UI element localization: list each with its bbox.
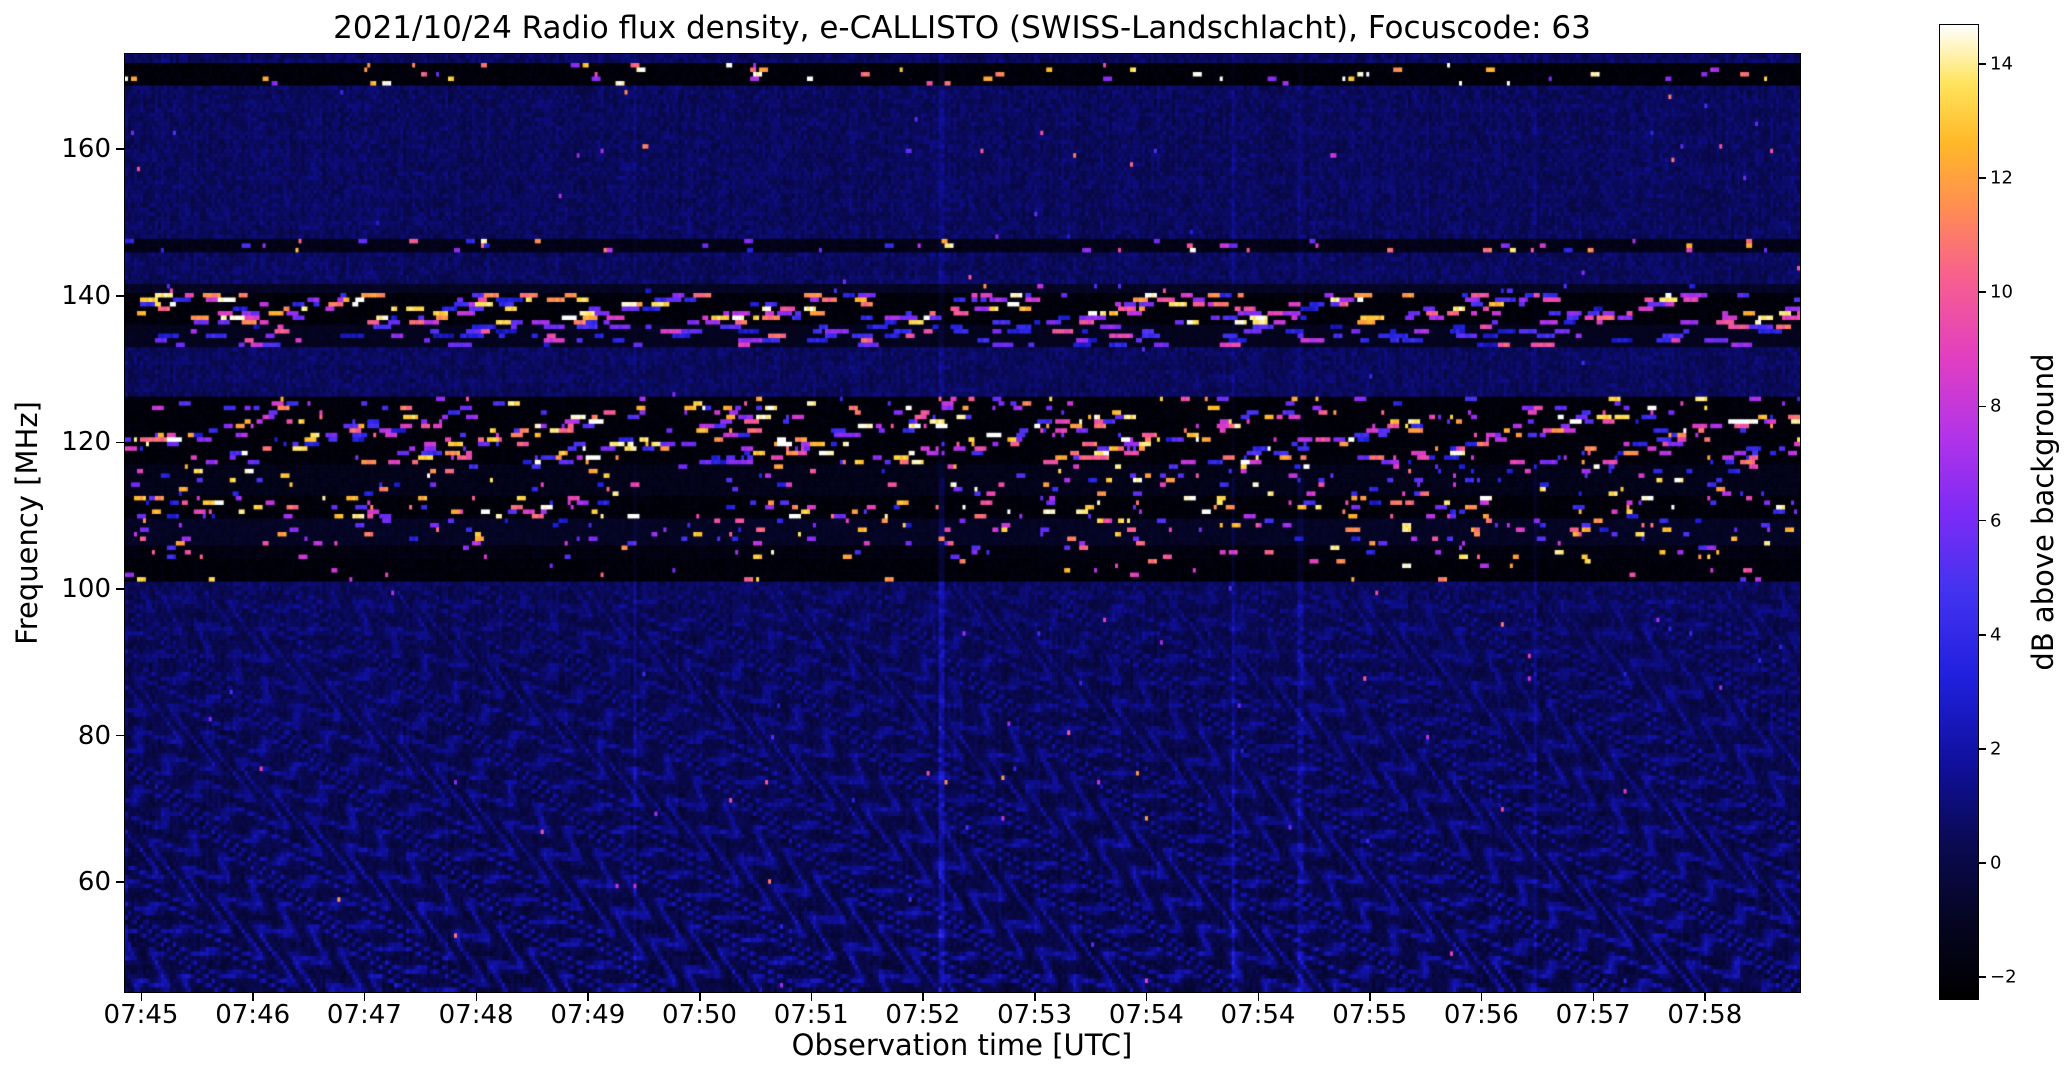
x-tick-label: 07:52	[885, 1000, 961, 1030]
colorbar-tick-mark	[1979, 519, 1986, 522]
x-tick-mark	[1704, 992, 1706, 1001]
colorbar-tick-mark	[1979, 405, 1986, 408]
y-tick-label: 80	[77, 720, 111, 751]
colorbar-tick-label: 0	[1990, 852, 2002, 874]
colorbar-tick-label: 2	[1990, 738, 2002, 760]
colorbar-tick-label: 6	[1990, 510, 2002, 532]
x-axis-label: Observation time [UTC]	[791, 1028, 1133, 1062]
spectrogram-canvas	[125, 54, 1800, 992]
y-tick-label: 140	[61, 280, 111, 311]
x-tick-mark	[1257, 992, 1260, 1001]
x-tick-mark	[587, 992, 589, 1001]
x-tick-label: 07:51	[773, 1000, 849, 1030]
colorbar-tick-mark	[1979, 177, 1986, 179]
x-tick-mark	[1034, 992, 1036, 1001]
colorbar-gradient	[1940, 25, 1978, 999]
x-tick-mark	[475, 992, 478, 1001]
colorbar-tick-label: 10	[1990, 281, 2013, 303]
y-tick-mark	[116, 881, 125, 883]
x-tick-mark	[252, 992, 254, 1001]
y-axis-label: Frequency [MHz]	[10, 401, 44, 645]
colorbar-tick-mark	[1979, 976, 1986, 978]
x-tick-label: 07:53	[997, 1000, 1073, 1030]
colorbar-tick-label: −2	[1990, 966, 2017, 988]
x-tick-mark	[140, 992, 143, 1001]
x-tick-label: 07:50	[662, 1000, 737, 1030]
x-tick-mark	[1145, 992, 1148, 1001]
y-tick-mark	[116, 441, 125, 444]
plot-area	[124, 53, 1801, 993]
y-tick-mark	[116, 588, 125, 590]
x-tick-label: 07:54	[1108, 1000, 1184, 1030]
y-tick-mark	[116, 734, 125, 737]
colorbar-tick-label: 14	[1990, 53, 2013, 75]
y-tick-mark	[116, 148, 125, 151]
x-tick-label: 07:55	[1332, 1000, 1408, 1030]
chart-title: 2021/10/24 Radio flux density, e-CALLIST…	[333, 10, 1591, 46]
y-tick-label: 100	[61, 573, 111, 604]
x-tick-label: 07:57	[1555, 1000, 1631, 1030]
x-tick-mark	[810, 992, 813, 1001]
colorbar-tick-mark	[1979, 633, 1986, 636]
colorbar-tick-label: 12	[1990, 167, 2013, 189]
x-tick-label: 07:47	[326, 1000, 402, 1030]
x-tick-label: 07:49	[550, 1000, 626, 1030]
x-tick-label: 07:45	[103, 1000, 179, 1030]
x-tick-mark	[1480, 992, 1483, 1001]
x-tick-mark	[922, 992, 924, 1001]
x-tick-label: 07:56	[1443, 1000, 1519, 1030]
colorbar-tick-label: 8	[1990, 395, 2002, 417]
x-tick-label: 07:58	[1667, 1000, 1743, 1030]
x-tick-label: 07:46	[215, 1000, 291, 1030]
y-tick-label: 120	[61, 427, 111, 458]
y-tick-label: 60	[77, 867, 111, 898]
x-tick-mark	[699, 992, 701, 1001]
colorbar-tick-label: 4	[1990, 624, 2002, 646]
colorbar-tick-mark	[1979, 748, 1986, 750]
colorbar-tick-mark	[1979, 862, 1986, 864]
colorbar-label: dB above background	[2026, 353, 2060, 671]
x-tick-mark	[363, 992, 366, 1001]
y-tick-mark	[116, 295, 125, 297]
x-tick-label: 07:54	[1220, 1000, 1296, 1030]
colorbar	[1939, 24, 1979, 1000]
x-tick-mark	[1592, 992, 1595, 1001]
x-tick-mark	[1369, 992, 1371, 1001]
colorbar-tick-mark	[1979, 291, 1986, 294]
colorbar-tick-mark	[1979, 63, 1986, 65]
y-tick-label: 160	[61, 134, 111, 165]
x-tick-label: 07:48	[438, 1000, 514, 1030]
